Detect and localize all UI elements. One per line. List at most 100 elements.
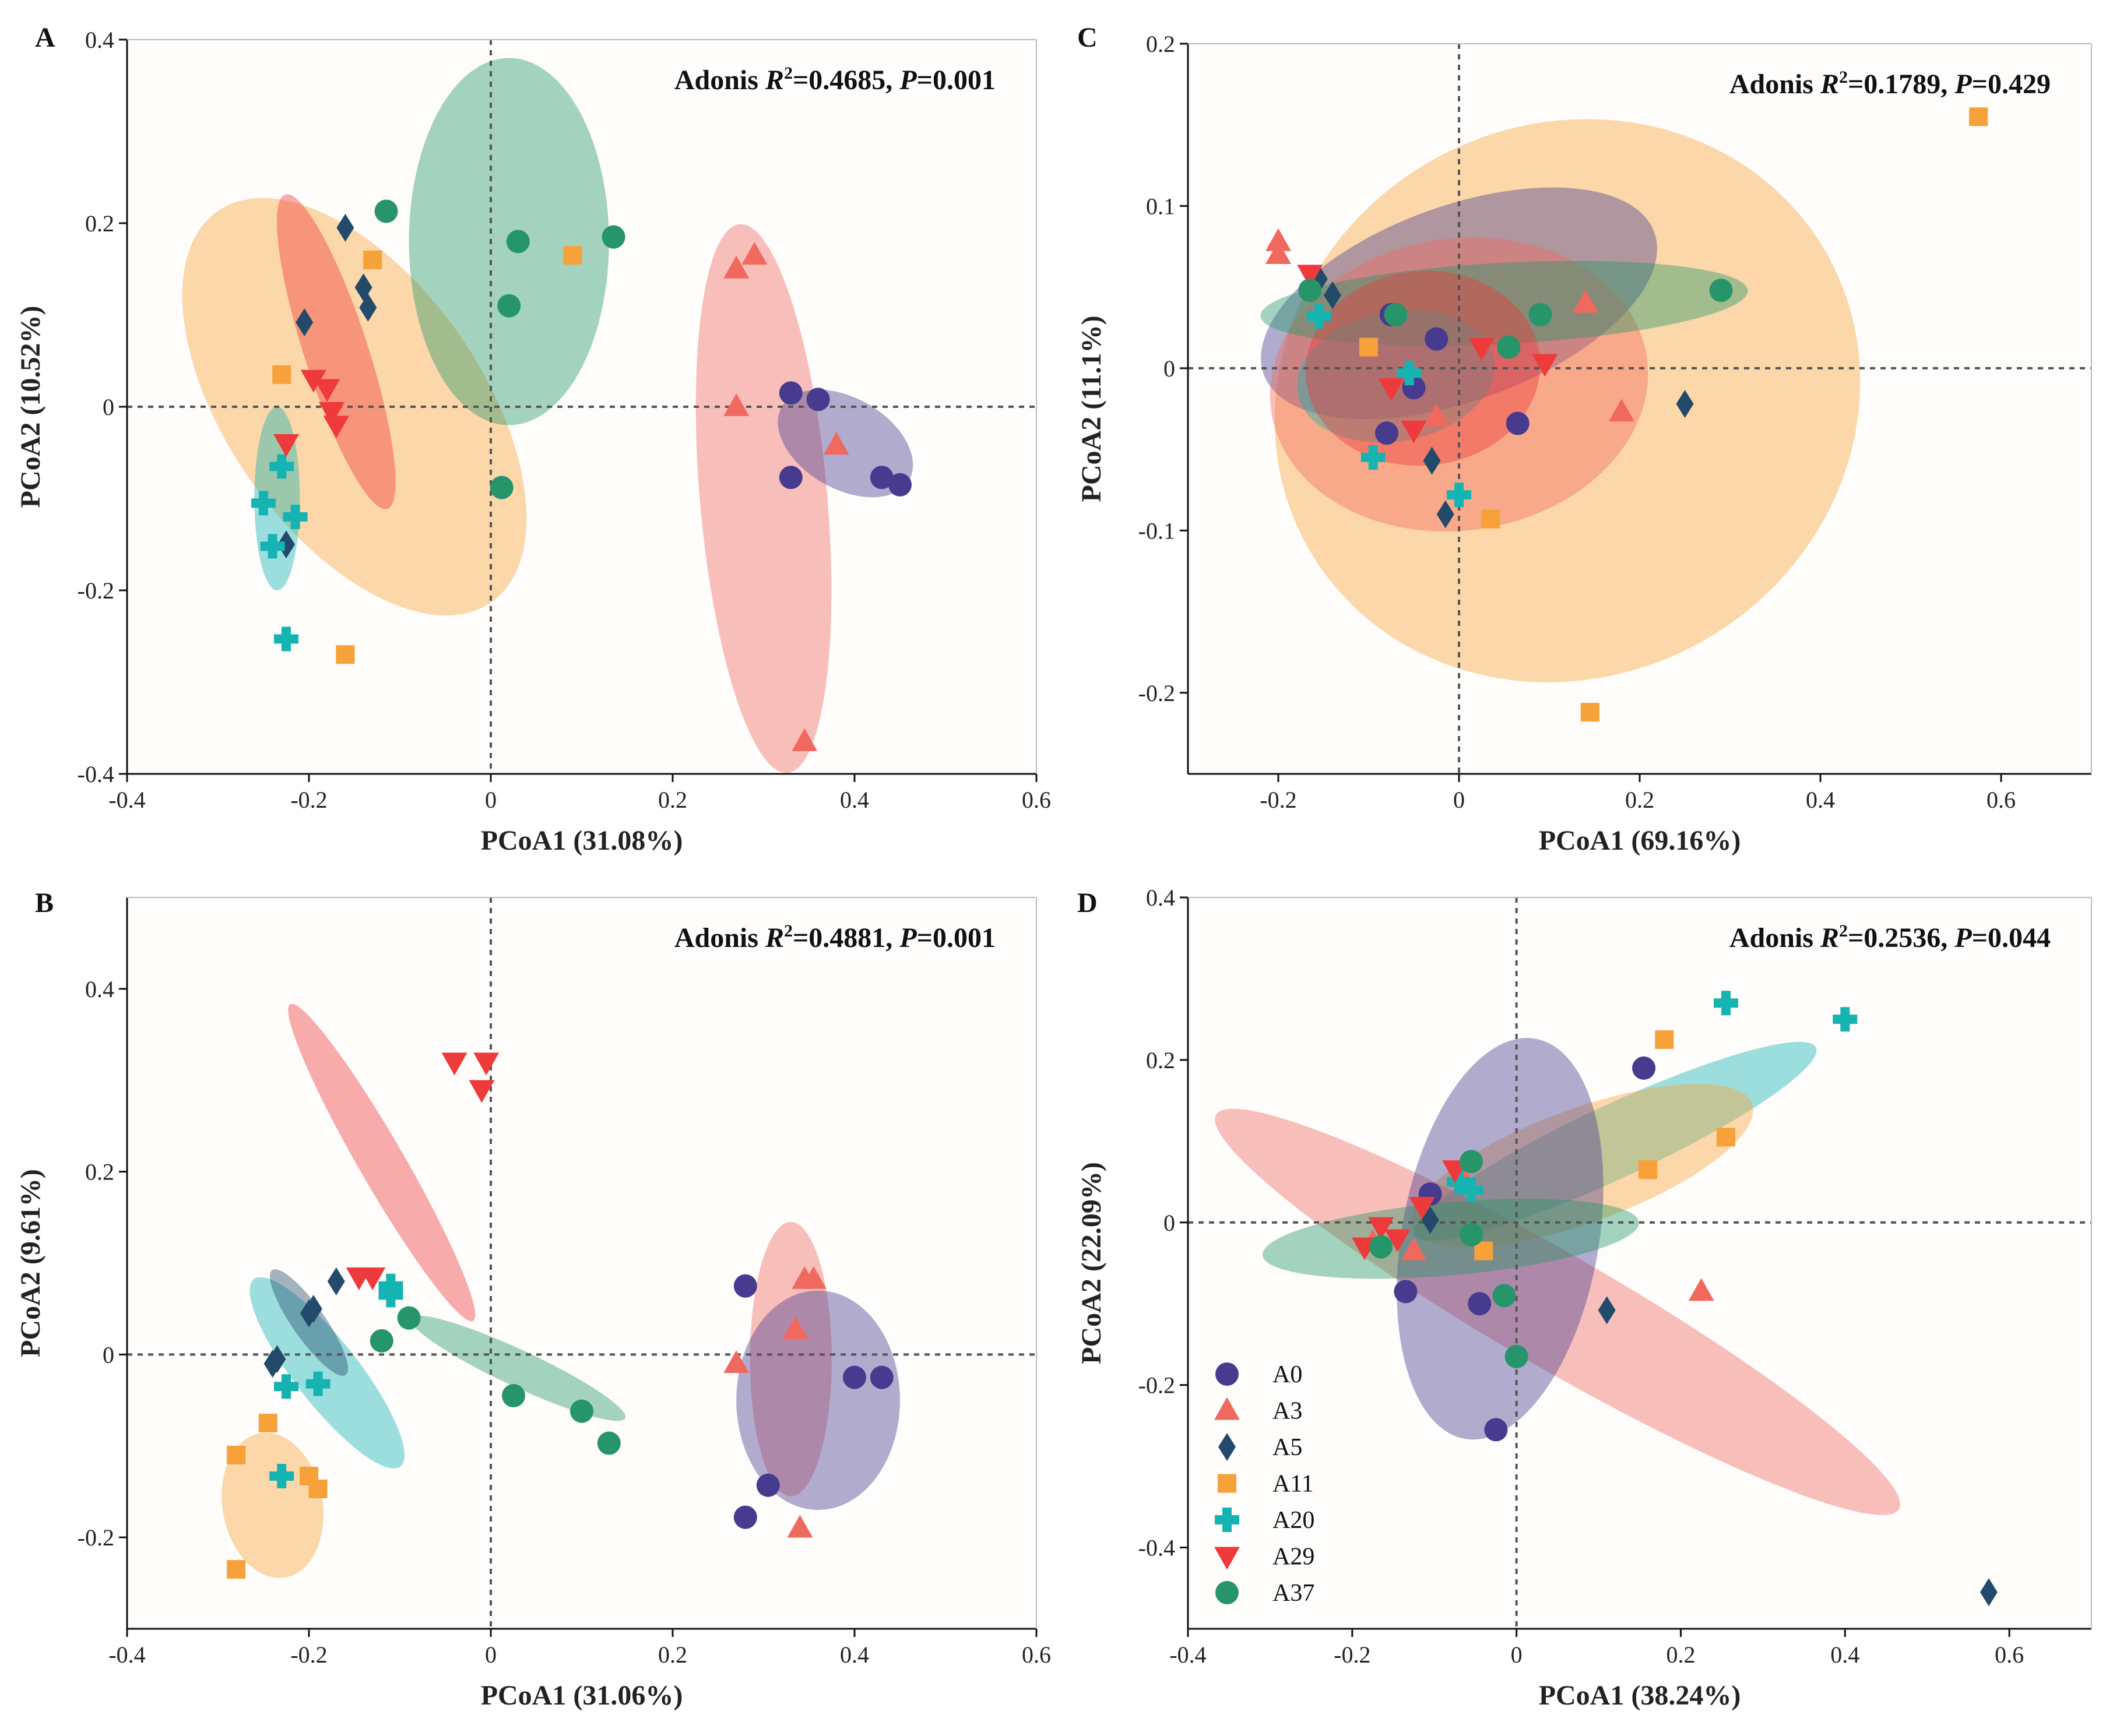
panel-d-letter: D bbox=[1077, 888, 1098, 918]
adonis-r-value: =0.4881, bbox=[793, 922, 899, 953]
panel-b-x-tick-label: -0.4 bbox=[108, 1642, 145, 1668]
panel-c-y-tick-label: 0.2 bbox=[1146, 31, 1175, 57]
panel-d-point-a29-3 bbox=[1384, 1229, 1411, 1252]
legend: A0 A3 A5 A11 A20 A29 A37 bbox=[1214, 1361, 1314, 1607]
panel-d-adonis-label: Adonis R2=0.2536, P=0.044 bbox=[1729, 921, 2051, 953]
panel-b-point-a0-1 bbox=[843, 1365, 866, 1389]
legend-marker-a3 bbox=[1214, 1397, 1240, 1420]
panel-c-point-a37-1 bbox=[1384, 303, 1408, 327]
panel-a-x-tick-label: -0.4 bbox=[108, 787, 145, 813]
panel-c-adonis-label: Adonis R2=0.1789, P=0.429 bbox=[1729, 68, 2051, 100]
panel-a-point-a3-1 bbox=[741, 242, 768, 265]
panel-c-point-a11-0 bbox=[1969, 107, 1988, 126]
panel-a-point-a20-3 bbox=[260, 534, 285, 559]
adonis-prefix: Adonis bbox=[1729, 922, 1820, 953]
adonis-prefix: Adonis bbox=[674, 65, 765, 96]
adonis-p-value: =0.429 bbox=[1972, 69, 2051, 100]
panel-d-ellipse-a20 bbox=[1413, 1041, 1817, 1241]
panel-b-x-tick-label: 0 bbox=[485, 1642, 497, 1668]
adonis-r-value: =0.4685, bbox=[793, 65, 899, 96]
adonis-r: R bbox=[765, 922, 784, 953]
panel-b-point-a37-1 bbox=[370, 1329, 393, 1353]
panel-a-point-a3-4 bbox=[792, 728, 818, 751]
panel-c-plot-area bbox=[1188, 44, 2091, 774]
panel-b-point-a37-0 bbox=[397, 1306, 421, 1330]
panel-b-point-a0-2 bbox=[870, 1365, 894, 1389]
panel-c-point-a3-2 bbox=[1573, 290, 1598, 313]
adonis-p: P bbox=[1954, 69, 1972, 100]
legend-label-a29: A29 bbox=[1272, 1544, 1314, 1571]
panel-a-point-a11-2 bbox=[272, 365, 291, 384]
panel-c-ellipse-a11 bbox=[1274, 119, 1861, 682]
panel-a-point-a5-3 bbox=[296, 308, 314, 337]
panel-a-point-a5-0 bbox=[336, 213, 354, 242]
panel-a-point-a5-4 bbox=[277, 530, 295, 559]
panel-c-point-a0-3 bbox=[1375, 421, 1398, 445]
adonis-r: R bbox=[1820, 922, 1839, 953]
panel-c-point-a20-0 bbox=[1306, 304, 1331, 329]
panel-b-letter: B bbox=[35, 888, 54, 918]
panel-a-letter: A bbox=[35, 22, 55, 53]
panel-d-x-tick-label: 0 bbox=[1511, 1642, 1523, 1668]
panel-b-point-a11-0 bbox=[258, 1414, 277, 1433]
adonis-r-value: =0.1789, bbox=[1848, 69, 1954, 100]
panel-d-y-tick-label: 0.2 bbox=[1146, 1047, 1175, 1073]
panel-c-point-a5-4 bbox=[1436, 500, 1454, 529]
panel-d-point-a5-0 bbox=[1421, 1206, 1439, 1234]
legend-label-a5: A5 bbox=[1272, 1434, 1302, 1461]
panel-a-point-a20-0 bbox=[269, 454, 294, 479]
panel-b-point-a20-2 bbox=[274, 1374, 298, 1399]
panel-c-point-a37-0 bbox=[1298, 279, 1322, 302]
panel-b-y-tick-label: 0 bbox=[103, 1341, 114, 1368]
panel-b-point-a3-2 bbox=[782, 1316, 808, 1340]
panel-c-point-a5-2 bbox=[1676, 390, 1694, 418]
panel-c-point-a29-1 bbox=[1468, 337, 1495, 361]
panel-b-point-a11-3 bbox=[308, 1479, 328, 1498]
panel-a-point-a29-1 bbox=[314, 379, 340, 402]
panel-b-point-a20-1 bbox=[378, 1283, 403, 1308]
panel-c-point-a20-1 bbox=[1397, 361, 1422, 386]
panel-b-point-a3-4 bbox=[787, 1515, 813, 1538]
panel-c-point-a29-0 bbox=[1297, 265, 1323, 288]
legend-marker-a5 bbox=[1218, 1433, 1236, 1461]
panel-a-x-tick-label: 0.6 bbox=[1022, 787, 1051, 813]
panel-c-y-tick-label: -0.2 bbox=[1138, 680, 1175, 706]
adonis-p: P bbox=[1954, 922, 1972, 953]
panel-a-point-a11-0 bbox=[363, 251, 382, 269]
panel-c-point-a29-4 bbox=[1401, 420, 1427, 443]
panel-b-x-tick-label: 0.6 bbox=[1022, 1642, 1051, 1668]
panel-d-ellipses bbox=[1215, 1038, 1900, 1515]
panel-d: -0.4 -0.2 0 0.2 0.4 0.6 -0.4 -0.2 0 0.2 0.4 PCoA1 (… bbox=[1076, 885, 2092, 1711]
panel-c-ellipse-a37 bbox=[1260, 260, 1748, 346]
legend-label-a0: A0 bbox=[1272, 1361, 1302, 1388]
adonis-r-sup: 2 bbox=[784, 64, 793, 83]
panel-a-point-a0-1 bbox=[806, 388, 830, 411]
panel-a-point-a0-3 bbox=[870, 466, 894, 490]
panel-c-point-a3-1 bbox=[1265, 241, 1291, 264]
panel-a-x-axis-title: PCoA1 (31.08%) bbox=[481, 825, 683, 856]
panel-d-ellipse-a37 bbox=[1263, 1199, 1639, 1279]
panel-a-point-a37-3 bbox=[497, 294, 521, 318]
panel-d-ellipse-a11 bbox=[1411, 1083, 1753, 1248]
legend-label-a37: A37 bbox=[1272, 1580, 1314, 1607]
panel-c-point-a20-2 bbox=[1360, 445, 1386, 470]
panel-b-point-a5-2 bbox=[300, 1299, 318, 1327]
panel-c-ellipse-a0 bbox=[1261, 187, 1657, 420]
panel-d-point-a0-0 bbox=[1632, 1056, 1656, 1080]
panel-c-points bbox=[1265, 107, 1988, 722]
panel-c-point-a0-1 bbox=[1425, 327, 1449, 351]
panel-c-point-a29-3 bbox=[1378, 378, 1404, 402]
panel-a-point-a37-0 bbox=[374, 199, 398, 223]
panel-a-y-tick-label: 0.4 bbox=[85, 27, 114, 53]
panel-b-point-a37-2 bbox=[502, 1383, 525, 1407]
panel-a-adonis-label: Adonis R2=0.4685, P=0.001 bbox=[674, 64, 996, 96]
panel-a-ellipse-a3 bbox=[695, 224, 832, 773]
panel-a-ellipse-a29 bbox=[276, 194, 396, 509]
panel-c-point-a11-3 bbox=[1580, 703, 1599, 722]
panel-a-y-tick-label: -0.2 bbox=[78, 578, 114, 604]
panel-d-point-a0-2 bbox=[1468, 1292, 1492, 1316]
panel-c-y-axis-title: PCoA2 (11.1%) bbox=[1076, 316, 1107, 502]
panel-b-x-axis-title: PCoA1 (31.06%) bbox=[481, 1680, 683, 1711]
panel-a-x-tick-label: -0.2 bbox=[290, 787, 327, 813]
panel-b-point-a20-3 bbox=[305, 1371, 331, 1396]
